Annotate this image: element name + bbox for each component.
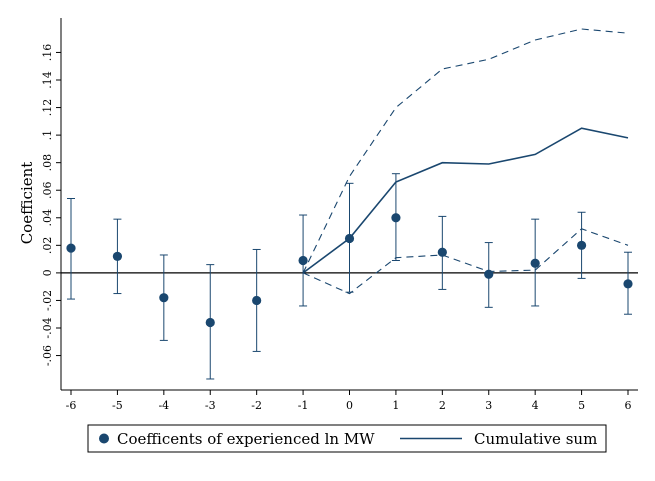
x-tick-label: 4 [532,399,539,412]
coefficient-point [576,240,587,250]
legend-label-coefficients: Coefficents of experienced ln MW [117,430,375,448]
y-tick-label: .08 [41,154,54,172]
y-axis-title: Coefficient [18,162,36,245]
coefficient-point [159,293,169,303]
x-tick-label: -4 [158,399,169,412]
coefficient-point [66,243,76,253]
legend: Coefficents of experienced ln MW Cumulat… [87,424,607,453]
x-tick-label: 2 [439,399,446,412]
y-tick-label: 0 [41,269,54,276]
cumulative-upper-ci-line [302,28,629,274]
coefficient-point [623,279,633,289]
cumulative-lower-ci-line [302,228,629,295]
legend-box [87,424,607,453]
x-tick-label: 5 [578,399,585,412]
coefficient-point [252,295,262,306]
x-tick-label: 6 [625,399,632,412]
x-tick-label: -1 [298,399,309,412]
x-tick-label: -2 [251,399,262,412]
x-tick-label: 0 [346,399,353,412]
legend-label-cumulative: Cumulative sum [474,430,597,448]
y-tick-label: .02 [41,237,54,255]
y-tick-label: -.06 [41,345,54,366]
coefficient-point [205,317,215,328]
cumulative-sum-line [302,127,629,274]
coefficient-point [391,213,401,223]
legend-marker-coefficients [99,433,109,444]
coefficient-point [530,258,540,268]
cumulative-lines-group [302,28,629,295]
x-tick-label: 1 [392,399,399,412]
x-tick-label: 3 [485,399,492,412]
y-tick-label: -.04 [41,317,54,338]
coefficient-point [484,269,494,279]
y-tick-label: .1 [41,130,54,141]
y-tick-label: .04 [41,209,54,227]
y-tick-label: .12 [41,99,54,117]
coefficient-point [344,233,355,244]
x-tick-label: -5 [112,399,123,412]
x-tick-label: -6 [66,399,77,412]
coefficient-point [437,247,447,257]
x-tick-label: -3 [205,399,216,412]
y-tick-label: .06 [41,181,54,199]
points-group [66,213,633,328]
y-tick-label: -.02 [41,290,54,311]
coefficient-point [112,251,123,261]
y-tick-label: .16 [41,44,54,62]
y-tick-label: .14 [41,71,54,89]
coefficient-point [298,255,308,266]
axes-group: -.06 -.04 -.02 0 .02 .04 .06 .08 .1 .12 .14 .16 -6 -5… [41,18,638,412]
